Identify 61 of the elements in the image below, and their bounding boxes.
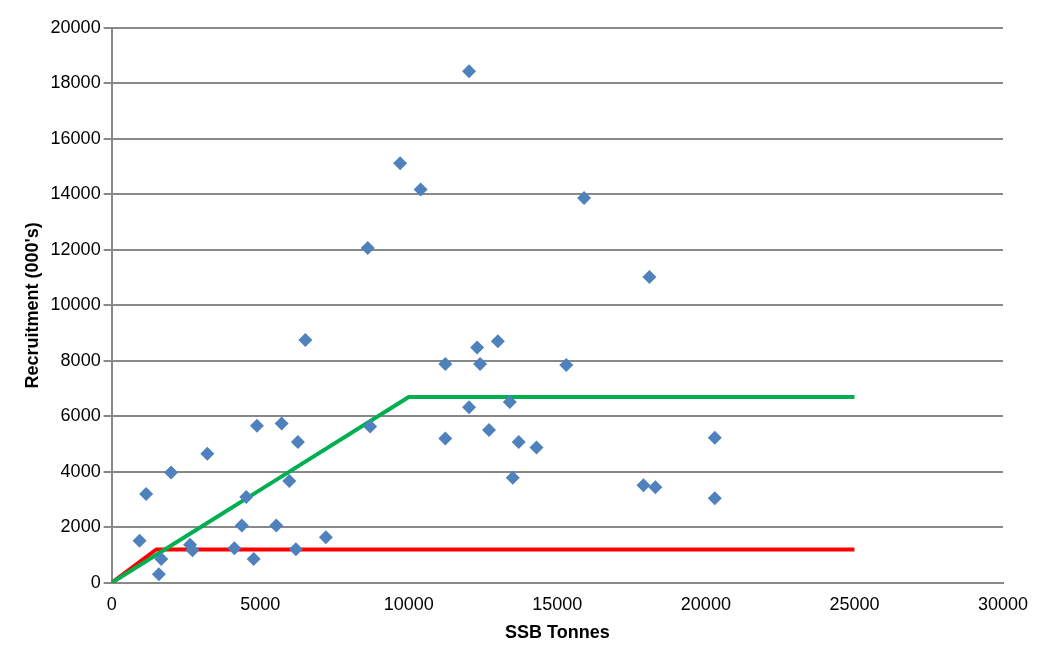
point — [502, 394, 517, 409]
x-axis-title: SSB Tonnes — [504, 622, 610, 643]
point — [393, 156, 408, 171]
point — [577, 191, 592, 206]
y-tick-label: 2000 — [60, 516, 101, 537]
point — [363, 419, 378, 434]
x-tick-label: 15000 — [532, 593, 583, 614]
point — [462, 64, 477, 79]
y-tick-label: 10000 — [50, 294, 101, 315]
point — [318, 530, 333, 545]
point — [139, 487, 154, 502]
point — [473, 356, 488, 371]
point — [481, 422, 496, 437]
point — [505, 470, 520, 485]
y-tick-label: 6000 — [60, 405, 101, 426]
y-tick-label: 4000 — [60, 460, 101, 481]
point — [246, 551, 261, 566]
point — [274, 416, 289, 431]
point — [151, 567, 166, 582]
x-tick-label: 10000 — [383, 593, 434, 614]
point — [511, 434, 526, 449]
point — [288, 542, 303, 557]
point — [559, 358, 574, 373]
point — [642, 270, 657, 285]
point — [648, 480, 663, 495]
point — [636, 478, 651, 493]
point — [529, 440, 544, 455]
point — [239, 490, 254, 505]
point — [462, 400, 477, 415]
point — [707, 491, 722, 506]
x-tick-label: 0 — [106, 593, 117, 614]
x-tick-label: 5000 — [240, 593, 281, 614]
y-tick-label: 8000 — [60, 349, 101, 370]
y-tick-label: 12000 — [50, 238, 101, 259]
y-tick-label: 20000 — [50, 16, 101, 37]
point — [298, 333, 313, 348]
point — [164, 465, 179, 480]
x-tick-label: 20000 — [680, 593, 731, 614]
point — [413, 182, 428, 197]
y-tick-label: 0 — [90, 571, 101, 592]
point — [438, 356, 453, 371]
point — [490, 334, 505, 349]
point — [360, 240, 375, 255]
point — [200, 446, 215, 461]
point — [249, 418, 264, 433]
point — [154, 551, 169, 566]
point — [470, 340, 485, 355]
x-tick-label: 25000 — [829, 593, 880, 614]
point — [132, 533, 147, 548]
y-tick-label: 14000 — [50, 183, 101, 204]
point — [269, 518, 284, 533]
y-tick-label: 18000 — [50, 72, 101, 93]
point — [282, 473, 297, 488]
point — [234, 518, 249, 533]
point — [290, 434, 305, 449]
point — [227, 541, 242, 556]
y-axis-title: Recruitment (000's) — [21, 222, 42, 389]
y-tick-label: 16000 — [50, 127, 101, 148]
point — [707, 430, 722, 445]
point — [438, 431, 453, 446]
x-tick-label: 30000 — [977, 593, 1029, 614]
